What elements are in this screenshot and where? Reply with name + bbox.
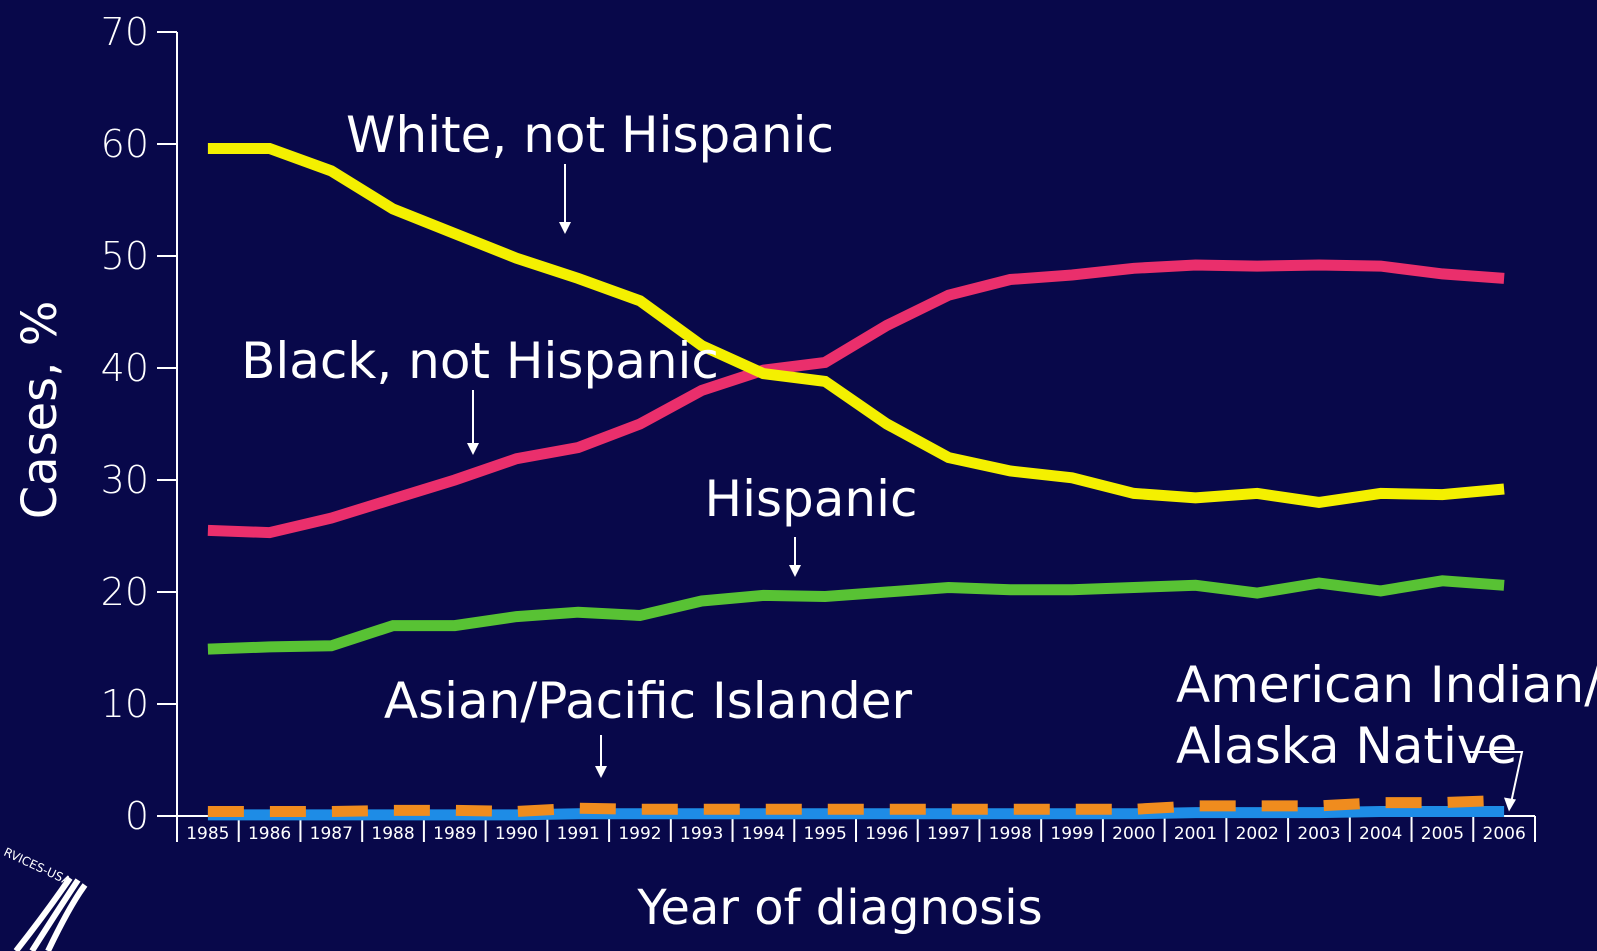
x-tick-label-1985: 1985 <box>186 824 229 844</box>
x-tick-label-1988: 1988 <box>371 824 414 844</box>
series-line-1 <box>207 259 1505 539</box>
annotation-4-line-0: American Indian/ <box>1176 656 1597 714</box>
annotation-3-arrowhead <box>595 766 607 778</box>
x-tick-label-1998: 1998 <box>989 824 1032 844</box>
y-tick-label-70: 70 <box>101 10 149 54</box>
x-tick-label-2002: 2002 <box>1236 824 1279 844</box>
x-tick-label-1999: 1999 <box>1050 824 1093 844</box>
annotation-0-arrowhead <box>559 222 571 234</box>
x-axis-title: Year of diagnosis <box>636 880 1042 936</box>
y-tick-label-40: 40 <box>101 346 149 390</box>
annotation-2-line-0: Hispanic <box>705 470 918 528</box>
x-tick-label-1992: 1992 <box>618 824 661 844</box>
x-tick-label-2000: 2000 <box>1112 824 1155 844</box>
annotation-1-arrowhead <box>467 443 479 455</box>
y-tick-label-50: 50 <box>101 234 149 278</box>
x-tick-label-2005: 2005 <box>1421 824 1464 844</box>
y-tick-label-20: 20 <box>101 570 149 614</box>
annotation-2-arrowhead <box>789 565 801 577</box>
series-line-2 <box>207 575 1505 655</box>
x-tick-label-1995: 1995 <box>804 824 847 844</box>
x-tick-label-2004: 2004 <box>1359 824 1402 844</box>
annotation-3-line-0: Asian/Pacific Islander <box>384 672 913 730</box>
annotation-4-arrow <box>1465 751 1524 808</box>
y-tick-label-60: 60 <box>101 122 149 166</box>
logo-stroke-3 <box>13 876 73 951</box>
annotation-1-line-0: Black, not Hispanic <box>241 332 719 390</box>
x-tick-label-2006: 2006 <box>1483 824 1526 844</box>
y-tick-label-30: 30 <box>101 458 149 502</box>
x-tick-label-1990: 1990 <box>495 824 538 844</box>
series-line-0 <box>207 143 1505 508</box>
y-axis-title: Cases, % <box>12 301 68 520</box>
y-tick-label-10: 10 <box>101 682 149 726</box>
series-annotations: White, not Hispanic Black, not Hispanic Hi… <box>241 106 1597 812</box>
x-tick-label-1991: 1991 <box>557 824 600 844</box>
annotation-0-line-0: White, not Hispanic <box>346 106 834 164</box>
series-line-3 <box>207 794 1505 818</box>
annotation-4-line-1: Alaska Native <box>1176 717 1517 775</box>
x-tick-label-1986: 1986 <box>248 824 291 844</box>
x-tick-label-1993: 1993 <box>680 824 723 844</box>
x-tick-label-1997: 1997 <box>927 824 970 844</box>
x-tick-label-1989: 1989 <box>433 824 476 844</box>
annotation-4-arrowhead <box>1504 797 1516 812</box>
x-tick-label-1996: 1996 <box>865 824 908 844</box>
agency-logo: RVICES-USA <box>2 845 88 951</box>
series-lines <box>207 143 1505 821</box>
x-tick-label-2003: 2003 <box>1297 824 1340 844</box>
x-tick-label-2001: 2001 <box>1174 824 1217 844</box>
x-tick-label-1987: 1987 <box>310 824 353 844</box>
x-tick-label-1994: 1994 <box>742 824 785 844</box>
logo-stroke-1 <box>45 883 88 951</box>
logo-stroke-2 <box>29 878 81 951</box>
y-tick-label-0: 0 <box>125 794 149 838</box>
logo-text: RVICES-USA <box>2 845 74 889</box>
axes: 0 10 20 30 40 50 60 70 1985 1986 1987 1988 1989 1990 1… <box>101 10 1536 844</box>
